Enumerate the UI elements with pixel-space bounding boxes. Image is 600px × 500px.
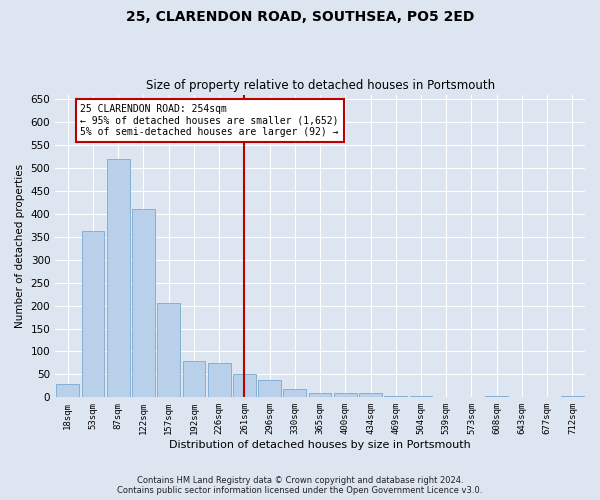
Bar (56, 384, 79, 398)
Title: Size of property relative to detached houses in Portsmouth: Size of property relative to detached ho… (146, 79, 494, 92)
Bar (283, 389, 306, 398)
Y-axis label: Number of detached properties: Number of detached properties (15, 164, 25, 328)
Bar (485, 396, 508, 398)
Bar (182, 360, 205, 398)
Bar (157, 304, 180, 398)
Bar (385, 396, 407, 398)
Bar (82, 232, 104, 398)
Bar (334, 392, 356, 398)
Bar (107, 159, 130, 398)
Bar (258, 380, 281, 398)
Text: Contains HM Land Registry data © Crown copyright and database right 2024.
Contai: Contains HM Land Registry data © Crown c… (118, 476, 482, 495)
Bar (561, 396, 584, 398)
Bar (208, 363, 230, 398)
Bar (233, 374, 256, 398)
Bar (410, 396, 433, 398)
X-axis label: Distribution of detached houses by size in Portsmouth: Distribution of detached houses by size … (169, 440, 471, 450)
Text: 25 CLARENDON ROAD: 254sqm
← 95% of detached houses are smaller (1,652)
5% of sem: 25 CLARENDON ROAD: 254sqm ← 95% of detac… (80, 104, 339, 137)
Bar (359, 392, 382, 398)
Bar (309, 392, 331, 398)
Bar (132, 209, 155, 398)
Text: 25, CLARENDON ROAD, SOUTHSEA, PO5 2ED: 25, CLARENDON ROAD, SOUTHSEA, PO5 2ED (126, 10, 474, 24)
